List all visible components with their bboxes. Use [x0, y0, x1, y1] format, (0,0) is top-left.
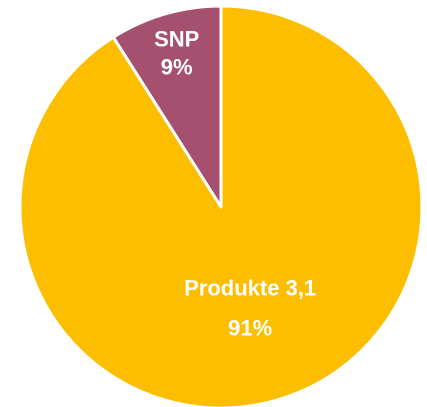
slice-label: SNP: [154, 27, 199, 52]
slice-percent-label: 91%: [228, 315, 272, 340]
pie-slice-produkte-3-1: [18, 4, 424, 407]
slice-label: Produkte 3,1: [184, 275, 316, 300]
slice-percent-label: 9%: [161, 55, 193, 80]
pie-slice-snp: [111, 4, 223, 209]
